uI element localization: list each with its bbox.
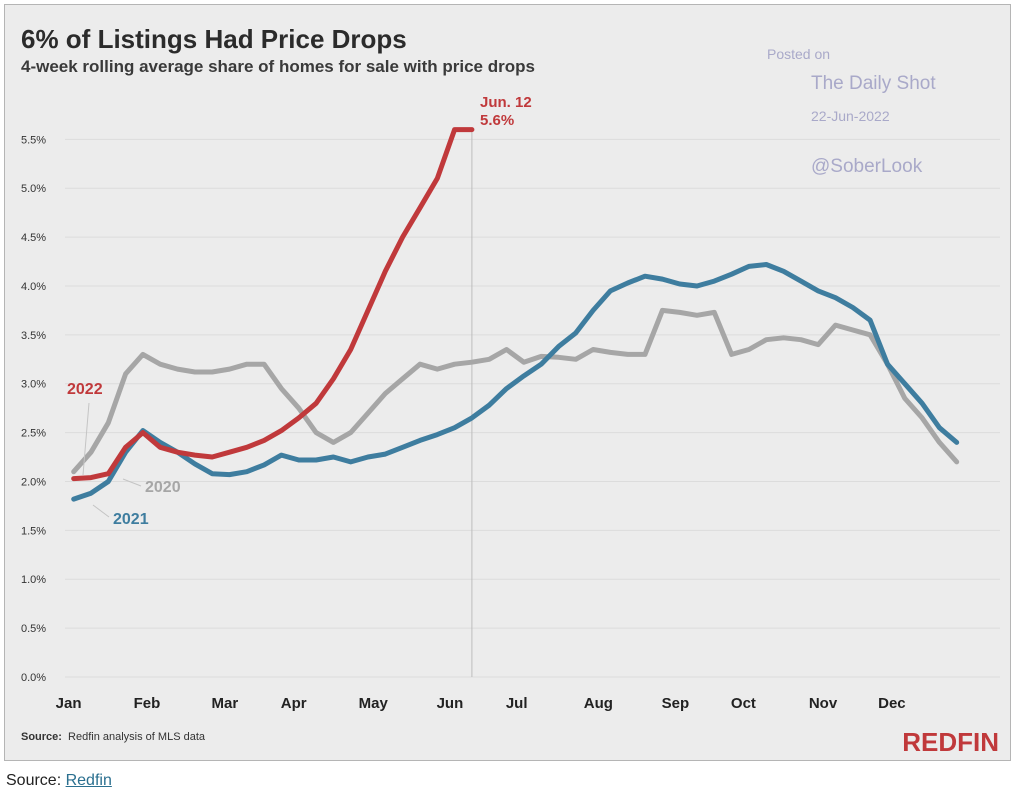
x-tick-label: Feb	[134, 695, 161, 712]
series-label-2020: 2020	[145, 479, 181, 496]
watermark-posted: Posted on	[767, 46, 830, 62]
x-tick-label: Nov	[809, 695, 838, 712]
y-tick-label: 5.5%	[21, 134, 46, 146]
x-tick-label: Jan	[56, 695, 82, 712]
series-label-2022: 2022	[67, 381, 103, 398]
y-tick-label: 0.0%	[21, 672, 46, 684]
y-tick-label: 2.0%	[21, 476, 46, 488]
x-tick-label: May	[359, 695, 389, 712]
label-2021-leader	[92, 504, 110, 518]
annotation-date: Jun. 12	[480, 94, 532, 111]
y-tick-label: 3.0%	[21, 379, 46, 391]
x-tick-label: Jun	[437, 695, 464, 712]
chart-panel: 0.0% 0.5% 1.0% 1.5% 2.0% 2.5% 3.0% 3.5% 4.0% 4.5%…	[4, 4, 1011, 761]
label-2020-leader	[122, 478, 142, 487]
x-tick-label: Mar	[211, 695, 238, 712]
watermark-source: The Daily Shot	[811, 73, 936, 94]
watermark-date: 22-Jun-2022	[811, 108, 890, 124]
y-tick-label: 2.5%	[21, 428, 46, 440]
annotation-value: 5.6%	[480, 112, 514, 129]
series-line-2022	[71, 127, 475, 482]
source-text: Redfin analysis of MLS data	[68, 731, 206, 743]
series-line-2021	[71, 262, 960, 502]
chart-subtitle: 4-week rolling average share of homes fo…	[21, 57, 535, 76]
svg-text:Source: Redfin analysis: Source: Redfin analysis of MLS data	[21, 731, 206, 743]
y-tick-label: 1.5%	[21, 525, 46, 537]
footer-source-label: Source:	[6, 772, 62, 789]
y-tick-label: 5.0%	[21, 183, 46, 195]
y-tick-label: 1.0%	[21, 574, 46, 586]
x-tick-label: Aug	[584, 695, 613, 712]
y-tick-label: 0.5%	[21, 623, 46, 635]
watermark-handle: @SoberLook	[811, 156, 923, 177]
series-line-2020	[71, 307, 960, 475]
footer-source-link[interactable]: Redfin	[65, 772, 112, 789]
line-chart: 0.0% 0.5% 1.0% 1.5% 2.0% 2.5% 3.0% 3.5% 4.0% 4.5%…	[21, 24, 1000, 757]
page-footer: Source: Redfin	[6, 772, 112, 790]
x-tick-label: Jul	[506, 695, 528, 712]
label-2022-leader	[82, 402, 90, 476]
x-tick-label: Dec	[878, 695, 906, 712]
source-label: Source:	[21, 731, 62, 743]
series-label-2021: 2021	[113, 511, 149, 528]
y-tick-label: 4.0%	[21, 281, 46, 293]
x-tick-label: Sep	[662, 695, 690, 712]
redfin-logo: REDFIN	[902, 727, 999, 757]
x-tick-label: Oct	[731, 695, 756, 712]
x-tick-label: Apr	[281, 695, 307, 712]
chart-title: 6% of Listings Had Price Drops	[21, 24, 407, 54]
y-tick-label: 3.5%	[21, 330, 46, 342]
y-tick-label: 4.5%	[21, 232, 46, 244]
